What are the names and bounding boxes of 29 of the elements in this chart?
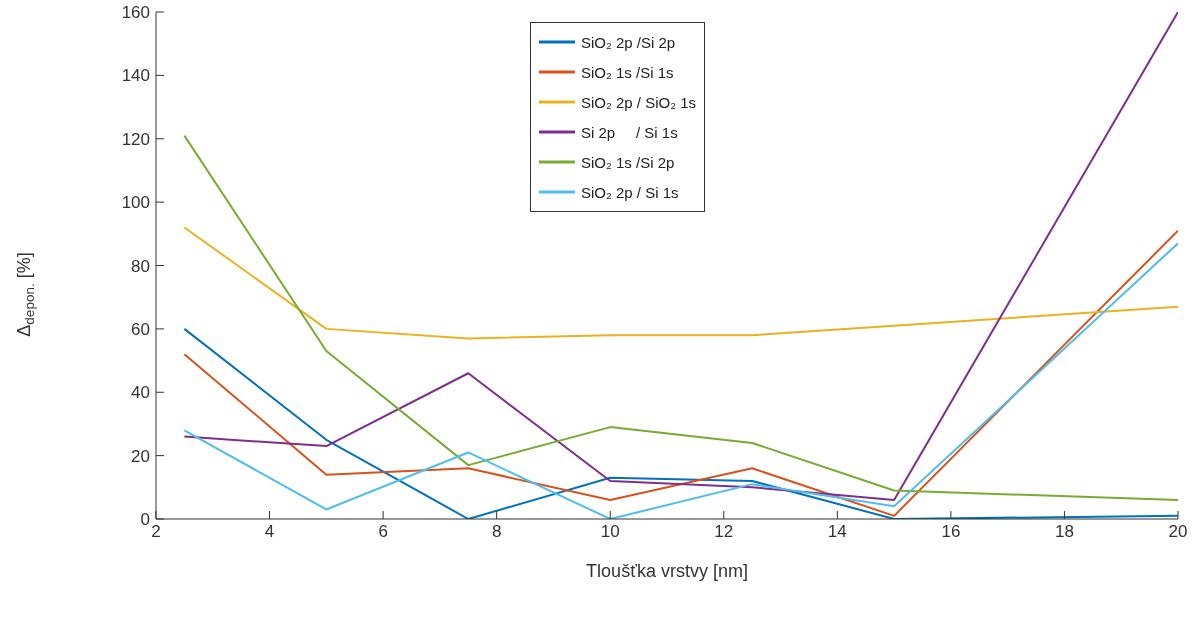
y-tick-label: 20 bbox=[131, 446, 150, 466]
line-series bbox=[183, 226, 1178, 340]
x-tick-label: 2 bbox=[151, 522, 161, 542]
x-tick-label: 10 bbox=[600, 522, 620, 542]
x-tick-label: 16 bbox=[941, 522, 961, 542]
legend-label: SiO₂ 1s /Si 1s bbox=[581, 63, 674, 81]
legend-label: SiO₂ 2p / Si 1s bbox=[581, 183, 679, 201]
line-series bbox=[183, 12, 1178, 501]
x-tick-label: 12 bbox=[714, 522, 734, 542]
legend-label: SiO₂ 2p / SiO₂ 1s bbox=[581, 93, 697, 111]
y-tick-label: 0 bbox=[140, 510, 150, 530]
y-tick-label: 120 bbox=[121, 129, 150, 149]
x-tick-label: 4 bbox=[264, 522, 275, 542]
y-tick-label: 40 bbox=[131, 383, 150, 403]
legend-label: SiO₂ 2p /Si 2p bbox=[581, 33, 676, 51]
legend-label: Si 2p / Si 1s bbox=[581, 123, 678, 141]
x-tick-label: 6 bbox=[378, 522, 388, 542]
x-tick-label: 14 bbox=[827, 522, 847, 542]
x-axis-title: Tloušťka vrstvy [nm] bbox=[586, 561, 748, 581]
y-tick-label: 60 bbox=[131, 319, 150, 339]
y-tick-label: 100 bbox=[121, 193, 150, 213]
legend-label: SiO₂ 1s /Si 2p bbox=[581, 153, 675, 171]
y-tick-label: 80 bbox=[131, 256, 150, 276]
x-tick-label: 18 bbox=[1054, 522, 1074, 542]
y-tick-label: 140 bbox=[121, 66, 150, 86]
line-series bbox=[183, 327, 1178, 519]
y-tick-label: 160 bbox=[121, 3, 150, 23]
x-tick-label: 8 bbox=[491, 522, 502, 542]
x-tick-label: 20 bbox=[1168, 522, 1188, 542]
